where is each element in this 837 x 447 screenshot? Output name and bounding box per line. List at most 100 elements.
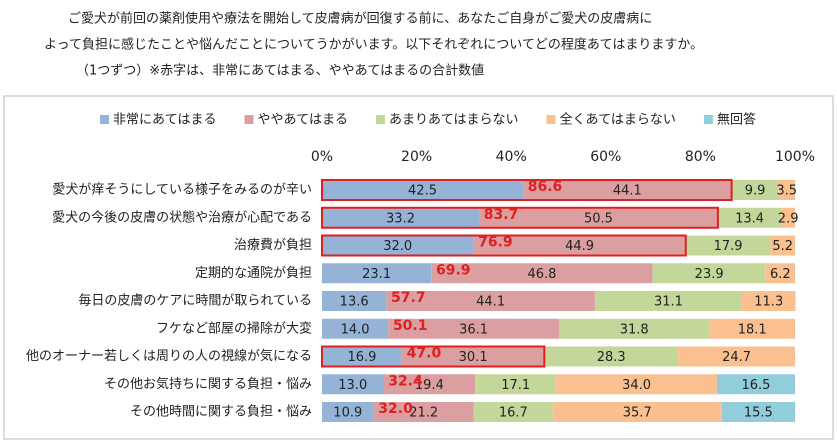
category-label: 愛犬が痒そうにしている様子をみるのが辛い — [52, 182, 312, 198]
legend-label: ややあてはまる — [257, 113, 347, 128]
bar-segment — [765, 263, 795, 284]
bar-segment — [386, 291, 595, 311]
value-label: 42.5 — [408, 184, 437, 199]
value-label: 6.2 — [770, 267, 791, 282]
legend-swatch — [244, 115, 254, 124]
bar-segment — [558, 318, 710, 339]
category-label: 愛犬の今後の皮膚の状態や治療が心配である — [52, 209, 312, 225]
title-line: （1つずつ）※赤字は、非常にあてはまる、ややあてはまるの合計数値 — [76, 63, 484, 79]
value-label: 17.1 — [501, 378, 530, 393]
x-tick-label: 60% — [590, 149, 621, 165]
value-label: 13.6 — [340, 295, 369, 310]
value-label: 17.9 — [714, 239, 743, 254]
value-label: 23.9 — [695, 267, 724, 282]
total-label: 32.0 — [378, 401, 413, 417]
bar-segment — [322, 263, 432, 284]
bar-segment — [544, 346, 679, 367]
bar-segment — [652, 263, 766, 284]
bar-segment — [556, 374, 717, 395]
bar-segment — [721, 402, 795, 422]
value-label: 15.5 — [744, 406, 773, 421]
x-tick-label: 0% — [311, 149, 333, 165]
bar-segment — [322, 235, 474, 256]
bar-segment — [716, 374, 795, 395]
bar-segment — [475, 374, 557, 395]
x-tick-label: 80% — [685, 149, 716, 165]
bar-segment — [742, 291, 796, 311]
value-label: 35.7 — [623, 406, 652, 421]
bar-segment — [523, 180, 732, 200]
highlight-box — [321, 179, 733, 201]
value-label: 10.9 — [333, 406, 362, 421]
highlight-box — [321, 234, 687, 257]
legend-label: 非常にあてはまる — [113, 113, 216, 128]
legend-swatch — [546, 115, 556, 124]
bar-segment — [322, 318, 389, 339]
bar-segment — [731, 180, 779, 200]
bar-segment — [373, 402, 474, 422]
bar-segment — [552, 402, 722, 422]
category-label: 定期的な通院が負担 — [195, 265, 312, 281]
bar-segment — [781, 207, 795, 228]
value-label: 16.9 — [347, 350, 376, 365]
bar-segment — [678, 346, 795, 367]
value-label: 2.9 — [778, 211, 799, 226]
category-label: 治療費が負担 — [234, 238, 312, 253]
bar-segment — [717, 207, 782, 228]
x-tick-label: 20% — [401, 149, 432, 165]
value-label: 28.3 — [597, 350, 626, 365]
total-label: 86.6 — [528, 179, 563, 195]
bar-segment — [479, 207, 718, 228]
bar-segment — [322, 402, 374, 422]
legend-label: 全くあてはまらない — [559, 112, 675, 128]
category-label: 他のオーナー若しくは周りの人の視線が気になる — [26, 348, 312, 364]
value-label: 24.7 — [722, 350, 751, 365]
value-label: 19.4 — [415, 378, 444, 393]
title-line: ご愛犬が前回の薬剤使用や療法を開始して皮膚病が回復する前に、あなたご自身がご愛犬… — [68, 11, 652, 27]
bar-segment — [778, 180, 795, 200]
value-label: 18.1 — [738, 322, 767, 337]
category-label: フケなど部屋の掃除が大変 — [156, 320, 312, 336]
bar-segment — [383, 374, 476, 395]
value-label: 32.0 — [383, 239, 412, 254]
bar-segment — [473, 235, 686, 256]
value-label: 21.2 — [409, 406, 438, 421]
value-label: 30.1 — [459, 350, 488, 365]
legend-swatch — [100, 115, 109, 124]
value-label: 16.5 — [742, 378, 771, 393]
bar-segment — [322, 180, 524, 200]
bar-segment — [388, 318, 559, 339]
total-label: 50.1 — [393, 318, 428, 334]
bar-segment — [685, 235, 771, 256]
bar-segment — [594, 291, 743, 311]
value-label: 50.5 — [584, 211, 613, 226]
bar-segment — [473, 402, 553, 422]
legend-label: 無回答 — [717, 112, 756, 128]
total-label: 69.9 — [436, 262, 471, 278]
highlight-box — [321, 345, 546, 368]
value-label: 16.7 — [499, 406, 528, 421]
value-label: 3.5 — [776, 184, 797, 199]
category-label: その他時間に関する負担・悩み — [130, 405, 312, 420]
value-label: 44.9 — [565, 239, 594, 254]
value-label: 11.3 — [754, 295, 783, 310]
x-tick-label: 40% — [496, 149, 527, 165]
total-label: 32.4 — [388, 373, 423, 389]
bar-segment — [770, 235, 795, 256]
value-label: 23.1 — [362, 267, 391, 282]
category-label: その他お気持ちに関する負担・悩み — [104, 376, 312, 392]
value-label: 31.1 — [654, 295, 683, 310]
legend-label: あまりあてはまらない — [389, 113, 518, 128]
bar-segment — [431, 263, 653, 284]
value-label: 14.0 — [341, 322, 370, 337]
value-label: 34.0 — [622, 378, 651, 393]
value-label: 13.4 — [735, 211, 764, 226]
frame — [3, 95, 834, 440]
value-label: 46.8 — [527, 267, 556, 282]
category-label: 毎日の皮膚のケアに時間が取られている — [78, 293, 312, 309]
value-label: 36.1 — [459, 322, 488, 337]
value-label: 31.8 — [620, 322, 649, 337]
bar-segment — [401, 346, 545, 367]
value-label: 13.0 — [338, 378, 367, 393]
